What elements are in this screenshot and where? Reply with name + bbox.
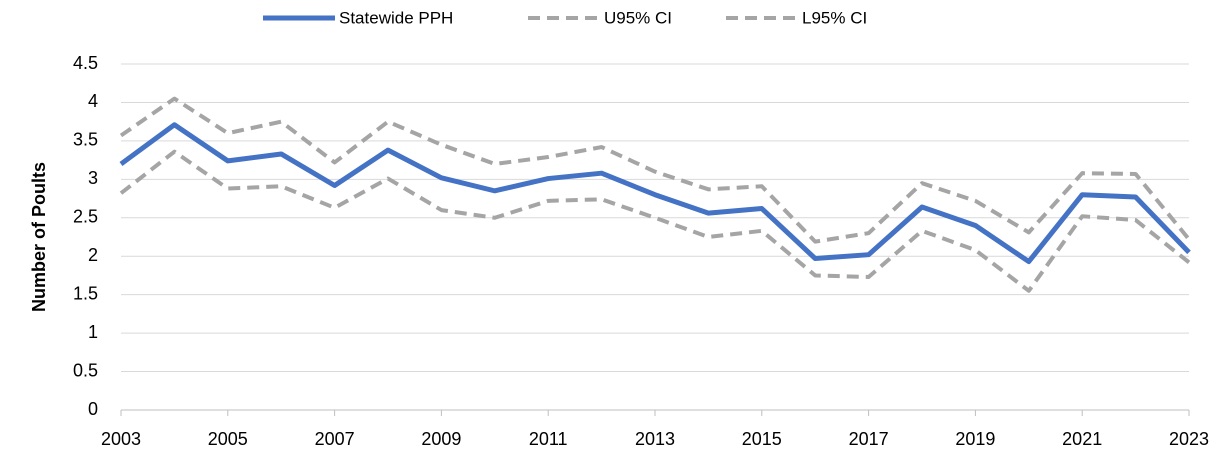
x-tick-label: 2009 — [421, 429, 461, 449]
x-tick-label: 2019 — [955, 429, 995, 449]
legend-label: U95% CI — [604, 8, 672, 27]
x-tick-label: 2005 — [208, 429, 248, 449]
x-tick-label: 2015 — [742, 429, 782, 449]
y-tick-label: 3.5 — [73, 130, 98, 150]
series-line — [119, 122, 1191, 265]
y-tick-label: 1.5 — [73, 283, 98, 303]
y-tick-label: 4.5 — [73, 53, 98, 73]
y-axis-label: Number of Poults — [29, 162, 49, 312]
legend-label: Statewide PPH — [339, 8, 453, 27]
x-tick-label: 2003 — [101, 429, 141, 449]
x-tick-label: 2023 — [1169, 429, 1209, 449]
y-tick-label: 2 — [88, 245, 98, 265]
x-tick-label: 2021 — [1062, 429, 1102, 449]
y-tick-label: 0 — [88, 399, 98, 419]
y-tick-label: 2.5 — [73, 207, 98, 227]
y-tick-label: 3 — [88, 168, 98, 188]
legend-label: L95% CI — [802, 8, 867, 27]
x-tick-label: 2007 — [315, 429, 355, 449]
y-tick-label: 0.5 — [73, 360, 98, 380]
x-tick-label: 2017 — [849, 429, 889, 449]
y-tick-label: 4 — [88, 91, 98, 111]
y-tick-label: 1 — [88, 322, 98, 342]
x-tick-label: 2013 — [635, 429, 675, 449]
series-line — [119, 96, 1191, 244]
series-line — [119, 149, 1191, 293]
x-tick-label: 2011 — [529, 429, 568, 449]
